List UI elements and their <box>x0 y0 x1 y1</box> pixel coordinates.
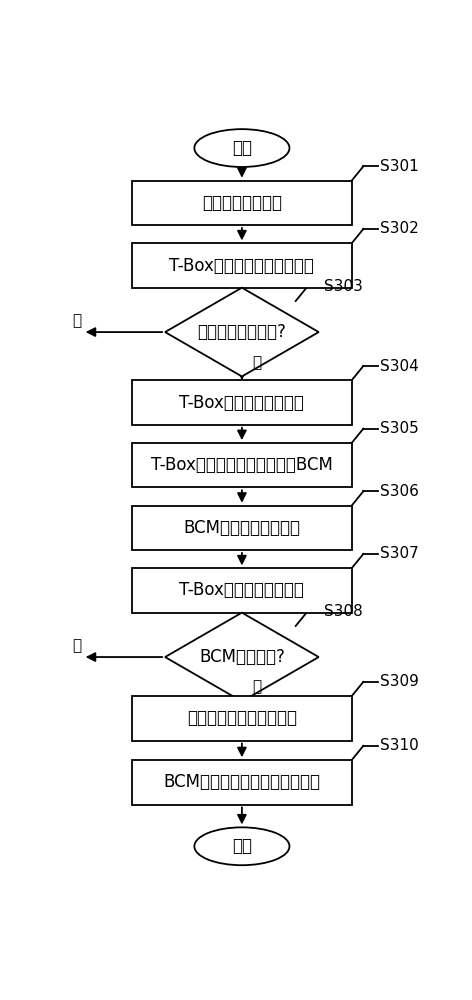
Text: S302: S302 <box>380 221 419 236</box>
Text: T-Box接收蓝牙匹配连接请求: T-Box接收蓝牙匹配连接请求 <box>169 257 314 275</box>
Text: BCM控制引擎控制单元启动车辆: BCM控制引擎控制单元启动车辆 <box>163 773 320 791</box>
FancyBboxPatch shape <box>132 243 352 288</box>
Ellipse shape <box>194 827 289 865</box>
FancyBboxPatch shape <box>132 696 352 741</box>
FancyBboxPatch shape <box>132 443 352 487</box>
Text: S304: S304 <box>380 359 419 374</box>
Text: 用户启用蓝牙鑰匙: 用户启用蓝牙鑰匙 <box>202 194 282 212</box>
Text: T-Box将车门解锁指令发送至BCM: T-Box将车门解锁指令发送至BCM <box>151 456 333 474</box>
Text: S308: S308 <box>324 604 362 619</box>
Text: 否: 否 <box>72 313 81 328</box>
Text: S305: S305 <box>380 421 419 436</box>
Text: S309: S309 <box>380 674 419 689</box>
Text: BCM鉴权通过?: BCM鉴权通过? <box>199 648 285 666</box>
FancyBboxPatch shape <box>132 181 352 225</box>
FancyBboxPatch shape <box>132 568 352 613</box>
Text: 是: 是 <box>252 355 261 370</box>
FancyBboxPatch shape <box>132 380 352 425</box>
Text: T-Box接收车门解锁指令: T-Box接收车门解锁指令 <box>179 394 304 412</box>
Text: S303: S303 <box>324 279 362 294</box>
Text: 开始: 开始 <box>232 139 252 157</box>
FancyBboxPatch shape <box>132 760 352 805</box>
Text: BCM执行车门解锁操作: BCM执行车门解锁操作 <box>184 519 300 537</box>
Text: 智能设备鉴权通过?: 智能设备鉴权通过? <box>197 323 287 341</box>
Text: 接收用户输入的启动请求: 接收用户输入的启动请求 <box>187 709 297 727</box>
Text: S310: S310 <box>380 738 419 753</box>
Text: S301: S301 <box>380 159 419 174</box>
Text: 否: 否 <box>72 638 81 653</box>
Polygon shape <box>165 288 319 376</box>
Text: 是: 是 <box>252 679 261 694</box>
Ellipse shape <box>194 129 289 167</box>
FancyBboxPatch shape <box>132 506 352 550</box>
Text: 结束: 结束 <box>232 837 252 855</box>
Text: S306: S306 <box>380 484 419 499</box>
Text: T-Box接收车辆启动指令: T-Box接收车辆启动指令 <box>179 581 304 599</box>
Text: S307: S307 <box>380 546 419 561</box>
Polygon shape <box>165 613 319 701</box>
